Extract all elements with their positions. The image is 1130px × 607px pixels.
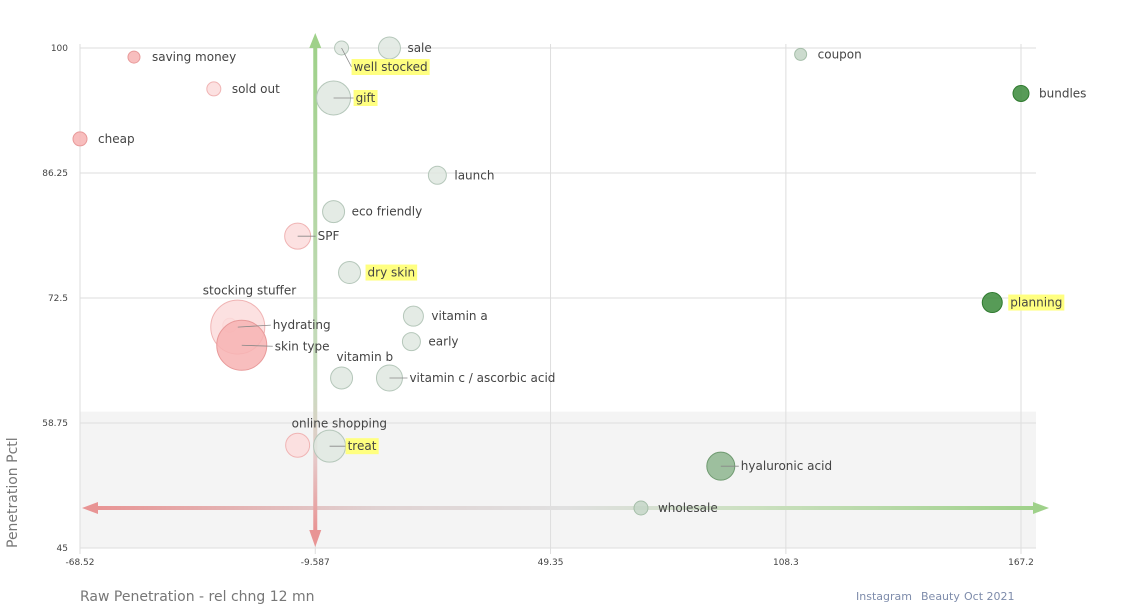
bubble-online-shopping bbox=[285, 432, 311, 458]
highlight-planning bbox=[1008, 294, 1065, 311]
label-spf: SPF bbox=[318, 229, 340, 243]
label-planning: planning bbox=[1010, 296, 1062, 310]
y-tick-label: 45 bbox=[57, 544, 68, 554]
bubble-cheap bbox=[72, 131, 88, 147]
footer-source: Instagram bbox=[856, 590, 912, 603]
bubble-wholesale bbox=[633, 500, 649, 516]
label-hyaluronic-acid: hyaluronic acid bbox=[741, 459, 832, 473]
up-arrow bbox=[309, 33, 322, 48]
highlight-well-stocked bbox=[351, 59, 430, 75]
left-arrow bbox=[82, 502, 98, 514]
y-tick-label: 72.5 bbox=[48, 294, 68, 304]
label-cheap: cheap bbox=[98, 132, 135, 146]
x-tick-label: -68.52 bbox=[65, 558, 94, 568]
label-early: early bbox=[428, 335, 458, 349]
label-gift: gift bbox=[356, 91, 376, 105]
x-tick-label: 49.35 bbox=[538, 558, 564, 568]
label-sale: sale bbox=[407, 41, 431, 55]
label-stocking-stuffer: stocking stuffer bbox=[203, 283, 296, 297]
bubble-sold-out bbox=[206, 81, 222, 97]
x-tick-label: 167.2 bbox=[1008, 558, 1034, 568]
label-launch: launch bbox=[454, 168, 494, 182]
bubble-vitamin-b bbox=[330, 366, 354, 390]
leader-line-hydrating bbox=[237, 324, 271, 328]
right-arrow bbox=[1033, 502, 1049, 514]
bubble-vitamin-a bbox=[402, 305, 424, 327]
label-hydrating: hydrating bbox=[273, 318, 331, 332]
label-well-stocked: well stocked bbox=[354, 60, 428, 74]
x-axis-title: Raw Penetration - rel chng 12 mn bbox=[80, 589, 315, 605]
highlight-gift bbox=[353, 90, 378, 106]
y-tick-label: 100 bbox=[51, 44, 68, 54]
bubble-early bbox=[401, 332, 421, 352]
bubble-sale bbox=[377, 36, 401, 60]
label-skin-type: skin type bbox=[275, 339, 330, 353]
label-vitamin-c-ascorbic-acid: vitamin c / ascorbic acid bbox=[409, 371, 555, 385]
bubble-planning bbox=[981, 292, 1003, 314]
x-tick-label: 108.3 bbox=[773, 558, 799, 568]
highlight-dry-skin bbox=[365, 264, 418, 281]
bubble-launch bbox=[427, 165, 447, 185]
footer-period: Oct 2021 bbox=[964, 590, 1015, 603]
label-treat: treat bbox=[348, 439, 377, 453]
label-wholesale: wholesale bbox=[658, 501, 718, 515]
bubble-saving-money bbox=[127, 50, 141, 64]
horizontal-axis-bar bbox=[96, 506, 1034, 510]
bubble-bundles bbox=[1012, 84, 1030, 102]
down-arrow bbox=[309, 530, 322, 547]
y-axis-title: Penetration Pctl bbox=[5, 437, 21, 548]
leader-line-well-stocked bbox=[341, 47, 352, 68]
label-vitamin-b: vitamin b bbox=[337, 350, 394, 364]
label-dry-skin: dry skin bbox=[368, 266, 416, 280]
label-eco-friendly: eco friendly bbox=[352, 205, 423, 219]
label-online-shopping: online shopping bbox=[292, 416, 387, 430]
label-bundles: bundles bbox=[1039, 86, 1086, 100]
label-saving-money: saving money bbox=[152, 50, 236, 64]
bubble-dry-skin bbox=[338, 261, 362, 285]
label-vitamin-a: vitamin a bbox=[431, 309, 487, 323]
label-coupon: coupon bbox=[818, 47, 862, 61]
y-tick-label: 58.75 bbox=[42, 419, 68, 429]
vertical-axis-bar bbox=[313, 47, 318, 531]
y-tick-label: 86.25 bbox=[42, 169, 68, 179]
shaded-band bbox=[80, 411, 1036, 548]
x-tick-label: -9.587 bbox=[301, 558, 330, 568]
bubble-coupon bbox=[794, 47, 808, 61]
footer-category: Beauty bbox=[921, 590, 960, 603]
label-sold-out: sold out bbox=[232, 82, 280, 96]
highlight-treat bbox=[345, 438, 379, 455]
bubble-eco-friendly bbox=[322, 200, 346, 224]
leader-line-skin-type bbox=[241, 344, 273, 347]
